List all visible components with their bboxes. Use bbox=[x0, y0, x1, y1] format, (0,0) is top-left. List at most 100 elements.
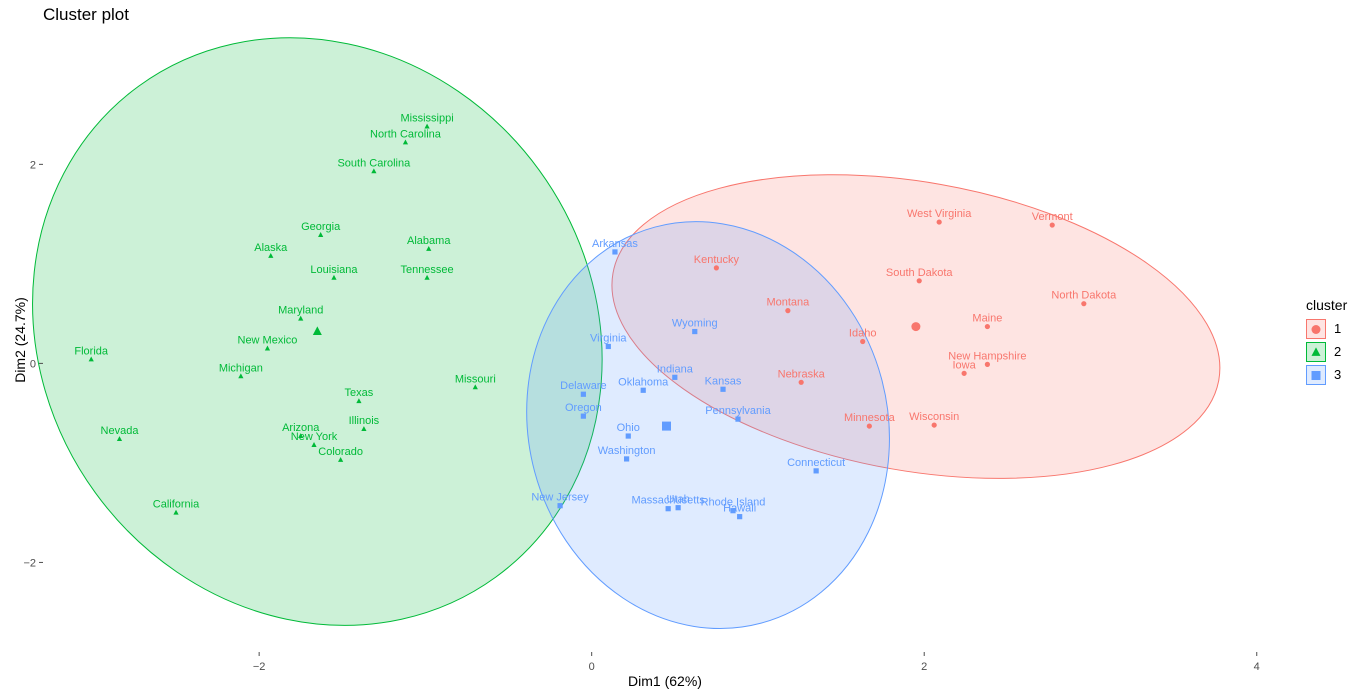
data-point bbox=[1049, 222, 1055, 228]
point-label: South Dakota bbox=[886, 267, 954, 279]
data-point bbox=[672, 374, 678, 380]
data-point bbox=[472, 384, 478, 390]
data-point bbox=[311, 442, 317, 447]
point-label: New Jersey bbox=[531, 492, 589, 504]
data-point bbox=[268, 252, 274, 258]
data-point bbox=[402, 139, 409, 145]
data-point bbox=[331, 274, 337, 280]
legend-label-1: 1 bbox=[1334, 321, 1342, 336]
point-label: Nebraska bbox=[778, 368, 826, 380]
data-point bbox=[264, 345, 271, 351]
legend-label-3: 3 bbox=[1334, 367, 1342, 382]
point-label: Texas bbox=[345, 387, 374, 399]
data-point bbox=[173, 509, 179, 515]
point-label: Virginia bbox=[590, 332, 627, 344]
point-label: Idaho bbox=[849, 327, 877, 339]
data-point bbox=[338, 456, 344, 462]
legend-key-1 bbox=[1306, 318, 1326, 339]
point-label: South Carolina bbox=[337, 157, 411, 169]
point-label: California bbox=[153, 499, 200, 511]
point-label: Oklahoma bbox=[618, 376, 669, 388]
data-point bbox=[1081, 301, 1087, 307]
point-label: New York bbox=[291, 431, 338, 443]
point-label: Delaware bbox=[560, 380, 606, 392]
point-label: Oregon bbox=[565, 402, 602, 414]
y-tick-label: 0 bbox=[30, 358, 36, 370]
data-point bbox=[735, 416, 741, 422]
legend-item-3: 3 bbox=[1306, 363, 1347, 386]
legend-item-2: 2 bbox=[1306, 340, 1347, 363]
data-point bbox=[298, 315, 304, 321]
legend-shape-1 bbox=[1311, 324, 1321, 334]
data-point bbox=[361, 426, 367, 432]
cluster-3-centroid bbox=[662, 421, 671, 431]
data-point bbox=[737, 514, 743, 520]
data-point bbox=[984, 323, 990, 330]
data-point bbox=[426, 245, 432, 251]
point-label: Wyoming bbox=[672, 318, 718, 330]
data-point bbox=[356, 398, 362, 404]
data-point bbox=[625, 433, 631, 439]
data-point bbox=[866, 423, 872, 429]
point-label: Maine bbox=[972, 313, 1002, 325]
data-point bbox=[640, 387, 646, 393]
data-point bbox=[730, 508, 736, 514]
legend-key-2 bbox=[1306, 341, 1326, 362]
point-label: Kansas bbox=[705, 375, 742, 387]
legend-marker-1 bbox=[1311, 324, 1321, 334]
legend-key-3 bbox=[1306, 364, 1326, 385]
point-label: Nevada bbox=[101, 425, 140, 437]
point-label: Alabama bbox=[407, 235, 451, 247]
points-layer bbox=[88, 123, 1087, 520]
legend-marker-2 bbox=[1311, 346, 1321, 356]
point-label: Tennessee bbox=[400, 264, 453, 276]
point-label: Illinois bbox=[349, 415, 380, 427]
point-label: New Hampshire bbox=[948, 350, 1026, 362]
point-label: Georgia bbox=[301, 221, 341, 233]
data-point bbox=[623, 456, 630, 462]
point-label: Florida bbox=[74, 345, 109, 357]
legend-shape-2 bbox=[1311, 346, 1321, 356]
data-point bbox=[961, 370, 967, 376]
data-point bbox=[424, 274, 430, 280]
data-point bbox=[371, 168, 377, 174]
y-tick-label: −2 bbox=[23, 557, 36, 569]
data-point bbox=[318, 232, 324, 237]
point-label: Arizona bbox=[282, 422, 320, 434]
x-axis-label: Dim1 (62%) bbox=[628, 673, 702, 689]
legend-title: cluster bbox=[1306, 297, 1348, 313]
x-tick-label: 4 bbox=[1254, 661, 1260, 673]
point-label: Vermont bbox=[1032, 211, 1073, 223]
data-point bbox=[580, 413, 586, 419]
point-label: Mississippi bbox=[400, 113, 453, 125]
legend-shape-3 bbox=[1311, 370, 1321, 380]
point-label: Wisconsin bbox=[909, 411, 959, 423]
point-label: Iowa bbox=[952, 359, 976, 371]
legend-item-1: 1 bbox=[1306, 317, 1347, 340]
point-label: Rhode Island bbox=[701, 497, 766, 509]
data-point bbox=[916, 278, 922, 284]
data-point bbox=[936, 219, 942, 225]
data-point bbox=[813, 468, 819, 474]
point-label: Utah bbox=[667, 494, 690, 506]
point-label: Montana bbox=[766, 297, 810, 309]
x-tick-label: 2 bbox=[921, 661, 927, 673]
data-point bbox=[675, 505, 681, 511]
y-tick-label: 2 bbox=[30, 159, 36, 171]
point-label: Maryland bbox=[278, 305, 323, 317]
x-tick-label: 0 bbox=[589, 661, 595, 673]
y-axis-label: Dim2 (24.7%) bbox=[12, 297, 28, 383]
point-label: Washington bbox=[598, 445, 656, 457]
chart-title: Cluster plot bbox=[43, 5, 129, 24]
point-label: Kentucky bbox=[694, 254, 740, 266]
data-point bbox=[692, 328, 698, 335]
point-label: Indiana bbox=[657, 363, 694, 375]
point-label: Pennsylvania bbox=[705, 405, 771, 417]
data-point bbox=[713, 265, 719, 271]
point-label: Connecticut bbox=[787, 457, 845, 469]
labels-layer: West Virginia Vermont Kentucky South Dakota… bbox=[74, 113, 1117, 515]
data-point bbox=[612, 249, 618, 255]
point-label: Hawaii bbox=[723, 503, 756, 515]
cluster-3-ellipse bbox=[526, 221, 890, 630]
point-label: Minnesota bbox=[844, 412, 896, 424]
